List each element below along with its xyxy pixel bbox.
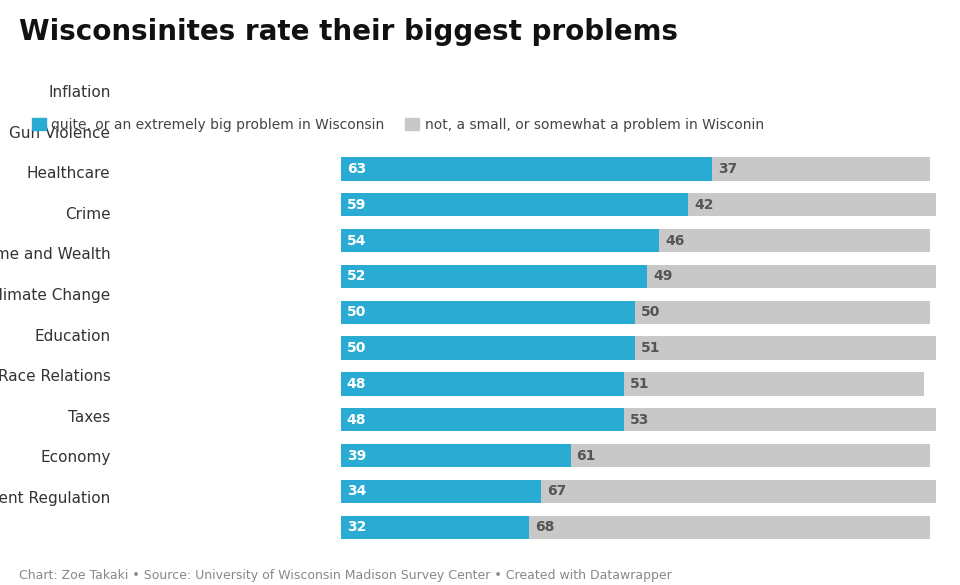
Text: Climate Change: Climate Change — [0, 288, 110, 303]
Text: 34: 34 — [347, 484, 366, 498]
Bar — [636, 336, 936, 360]
Bar — [541, 480, 936, 503]
Text: 52: 52 — [347, 270, 366, 283]
Bar — [341, 480, 541, 503]
Text: 42: 42 — [694, 198, 714, 212]
Bar — [341, 515, 529, 539]
Text: Chart: Zoe Takaki • Source: University of Wisconsin Madison Survey Center • Crea: Chart: Zoe Takaki • Source: University o… — [19, 569, 672, 582]
Text: Distribution of Income and Wealth: Distribution of Income and Wealth — [0, 247, 110, 262]
Bar — [659, 229, 930, 252]
Text: Too Much Government Regulation: Too Much Government Regulation — [0, 491, 110, 506]
Text: Crime: Crime — [64, 207, 110, 222]
Text: 48: 48 — [347, 413, 366, 426]
Text: 48: 48 — [347, 377, 366, 391]
Text: 67: 67 — [547, 484, 566, 498]
Text: 50: 50 — [347, 341, 366, 355]
Text: 53: 53 — [630, 413, 649, 426]
Bar — [341, 301, 636, 324]
Bar — [341, 229, 659, 252]
Bar — [341, 408, 624, 431]
Bar — [647, 265, 936, 288]
Text: 50: 50 — [641, 305, 660, 319]
Text: 51: 51 — [630, 377, 649, 391]
Bar — [341, 157, 712, 181]
Bar — [529, 515, 930, 539]
Text: Education: Education — [35, 329, 110, 343]
Bar — [341, 372, 624, 395]
Text: Taxes: Taxes — [68, 410, 110, 425]
Bar — [341, 444, 570, 467]
Text: Gun Violence: Gun Violence — [10, 126, 110, 140]
Text: Healthcare: Healthcare — [27, 166, 110, 181]
Bar — [688, 193, 936, 216]
Text: 49: 49 — [653, 270, 673, 283]
Text: 54: 54 — [347, 233, 366, 247]
Text: Race Relations: Race Relations — [0, 369, 110, 384]
Text: 37: 37 — [718, 162, 737, 176]
Text: 32: 32 — [347, 520, 366, 534]
Legend: quite, or an extremely big problem in Wisconsin, not, a small, or somewhat a pro: quite, or an extremely big problem in Wi… — [26, 112, 769, 137]
Bar — [341, 193, 688, 216]
Text: 50: 50 — [347, 305, 366, 319]
Text: 59: 59 — [347, 198, 366, 212]
Text: 46: 46 — [665, 233, 684, 247]
Text: Economy: Economy — [40, 450, 110, 465]
Text: 51: 51 — [641, 341, 660, 355]
Text: Inflation: Inflation — [48, 85, 110, 100]
Bar — [341, 336, 636, 360]
Bar — [570, 444, 930, 467]
Bar — [712, 157, 930, 181]
Bar — [624, 408, 936, 431]
Bar — [341, 265, 647, 288]
Text: Wisconsinites rate their biggest problems: Wisconsinites rate their biggest problem… — [19, 18, 678, 46]
Text: 39: 39 — [347, 449, 366, 463]
Text: 63: 63 — [347, 162, 366, 176]
Text: 68: 68 — [536, 520, 555, 534]
Text: 61: 61 — [577, 449, 596, 463]
Bar — [636, 301, 930, 324]
Bar — [624, 372, 924, 395]
